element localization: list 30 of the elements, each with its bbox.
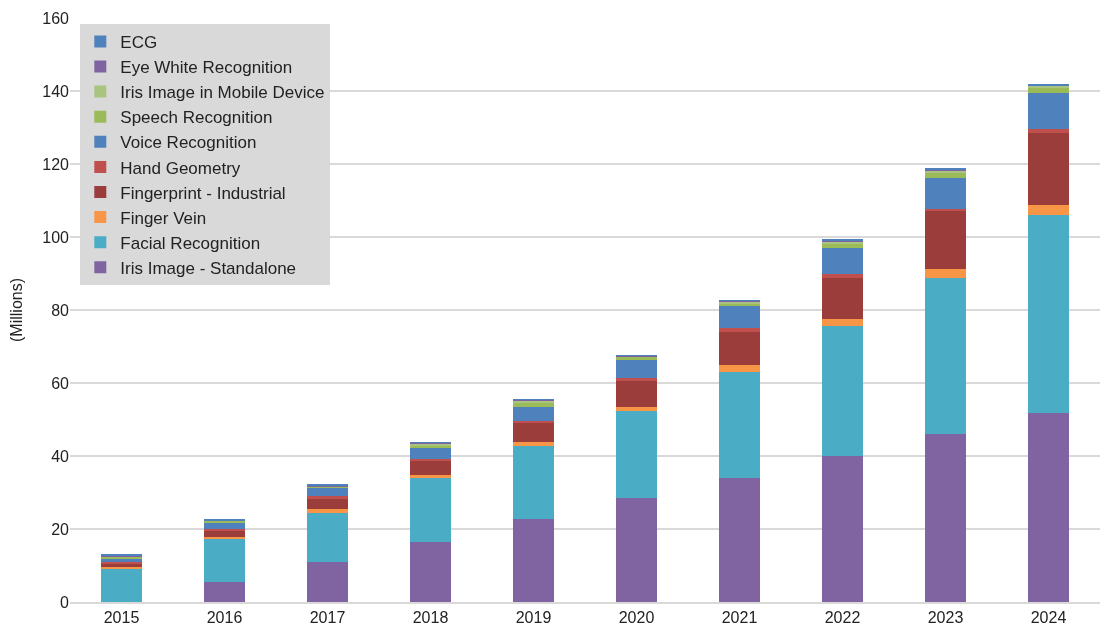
x-tick-label: 2015	[103, 609, 140, 627]
x-tick-label: 2023	[927, 609, 964, 627]
y-tick-label: 140	[42, 82, 70, 100]
x-tick-label: 2024	[1030, 609, 1067, 627]
y-tick-label: 20	[51, 520, 70, 538]
y-tick-label: 80	[51, 301, 70, 319]
x-tick-label: 2017	[309, 609, 346, 627]
y-axis-title: (Millions)	[8, 278, 26, 342]
x-tick-label: 2018	[412, 609, 449, 627]
y-tick-label: 100	[42, 228, 70, 246]
y-tick-label: 120	[42, 155, 70, 173]
y-tick-label: 160	[42, 9, 70, 27]
x-tick-label: 2021	[721, 609, 758, 627]
legend-label: Iris Image in Mobile Device	[120, 83, 325, 103]
y-tick-label: 40	[51, 447, 70, 465]
legend-label: Fingerprint - Industrial	[120, 183, 286, 203]
y-tick-label: 60	[51, 374, 70, 392]
legend-label: ECG	[120, 33, 158, 53]
x-tick-label: 2022	[824, 609, 861, 627]
legend-label: Facial Recognition	[120, 233, 261, 253]
legend-label: Voice Recognition	[120, 133, 257, 153]
x-tick-label: 2020	[618, 609, 655, 627]
x-tick-label: 2016	[206, 609, 243, 627]
legend-label: Eye White Recognition	[120, 58, 293, 78]
legend-label: Speech Recognition	[120, 108, 273, 128]
legend-label: Hand Geometry	[120, 158, 241, 178]
legend-label: Iris Image - Standalone	[120, 258, 297, 278]
y-tick-label: 0	[60, 593, 70, 611]
legend-label: Finger Vein	[120, 208, 207, 228]
x-tick-label: 2019	[515, 609, 552, 627]
